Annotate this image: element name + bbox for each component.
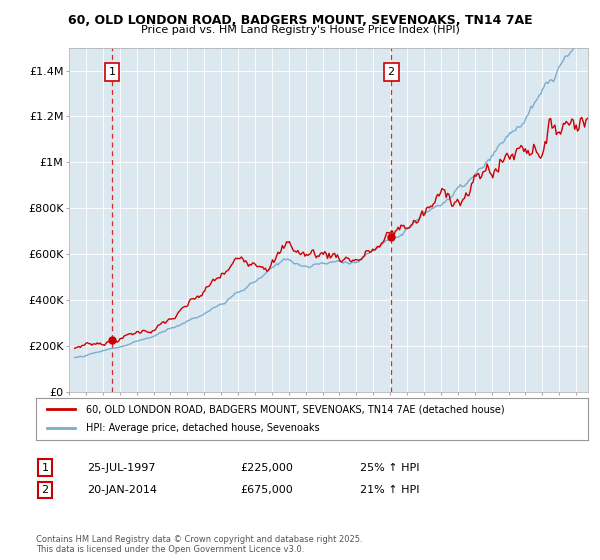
Text: Price paid vs. HM Land Registry's House Price Index (HPI): Price paid vs. HM Land Registry's House … bbox=[140, 25, 460, 35]
Text: Contains HM Land Registry data © Crown copyright and database right 2025.
This d: Contains HM Land Registry data © Crown c… bbox=[36, 535, 362, 554]
Text: 60, OLD LONDON ROAD, BADGERS MOUNT, SEVENOAKS, TN14 7AE: 60, OLD LONDON ROAD, BADGERS MOUNT, SEVE… bbox=[68, 14, 532, 27]
Text: 2: 2 bbox=[41, 485, 49, 495]
Text: 60, OLD LONDON ROAD, BADGERS MOUNT, SEVENOAKS, TN14 7AE (detached house): 60, OLD LONDON ROAD, BADGERS MOUNT, SEVE… bbox=[86, 404, 505, 414]
Text: 21% ↑ HPI: 21% ↑ HPI bbox=[360, 485, 419, 495]
Text: 1: 1 bbox=[41, 463, 49, 473]
Text: £675,000: £675,000 bbox=[240, 485, 293, 495]
Text: 2: 2 bbox=[388, 67, 395, 77]
Text: 25-JUL-1997: 25-JUL-1997 bbox=[87, 463, 155, 473]
Text: 1: 1 bbox=[109, 67, 116, 77]
Text: £225,000: £225,000 bbox=[240, 463, 293, 473]
Text: 25% ↑ HPI: 25% ↑ HPI bbox=[360, 463, 419, 473]
Text: 20-JAN-2014: 20-JAN-2014 bbox=[87, 485, 157, 495]
Text: HPI: Average price, detached house, Sevenoaks: HPI: Average price, detached house, Seve… bbox=[86, 423, 319, 433]
